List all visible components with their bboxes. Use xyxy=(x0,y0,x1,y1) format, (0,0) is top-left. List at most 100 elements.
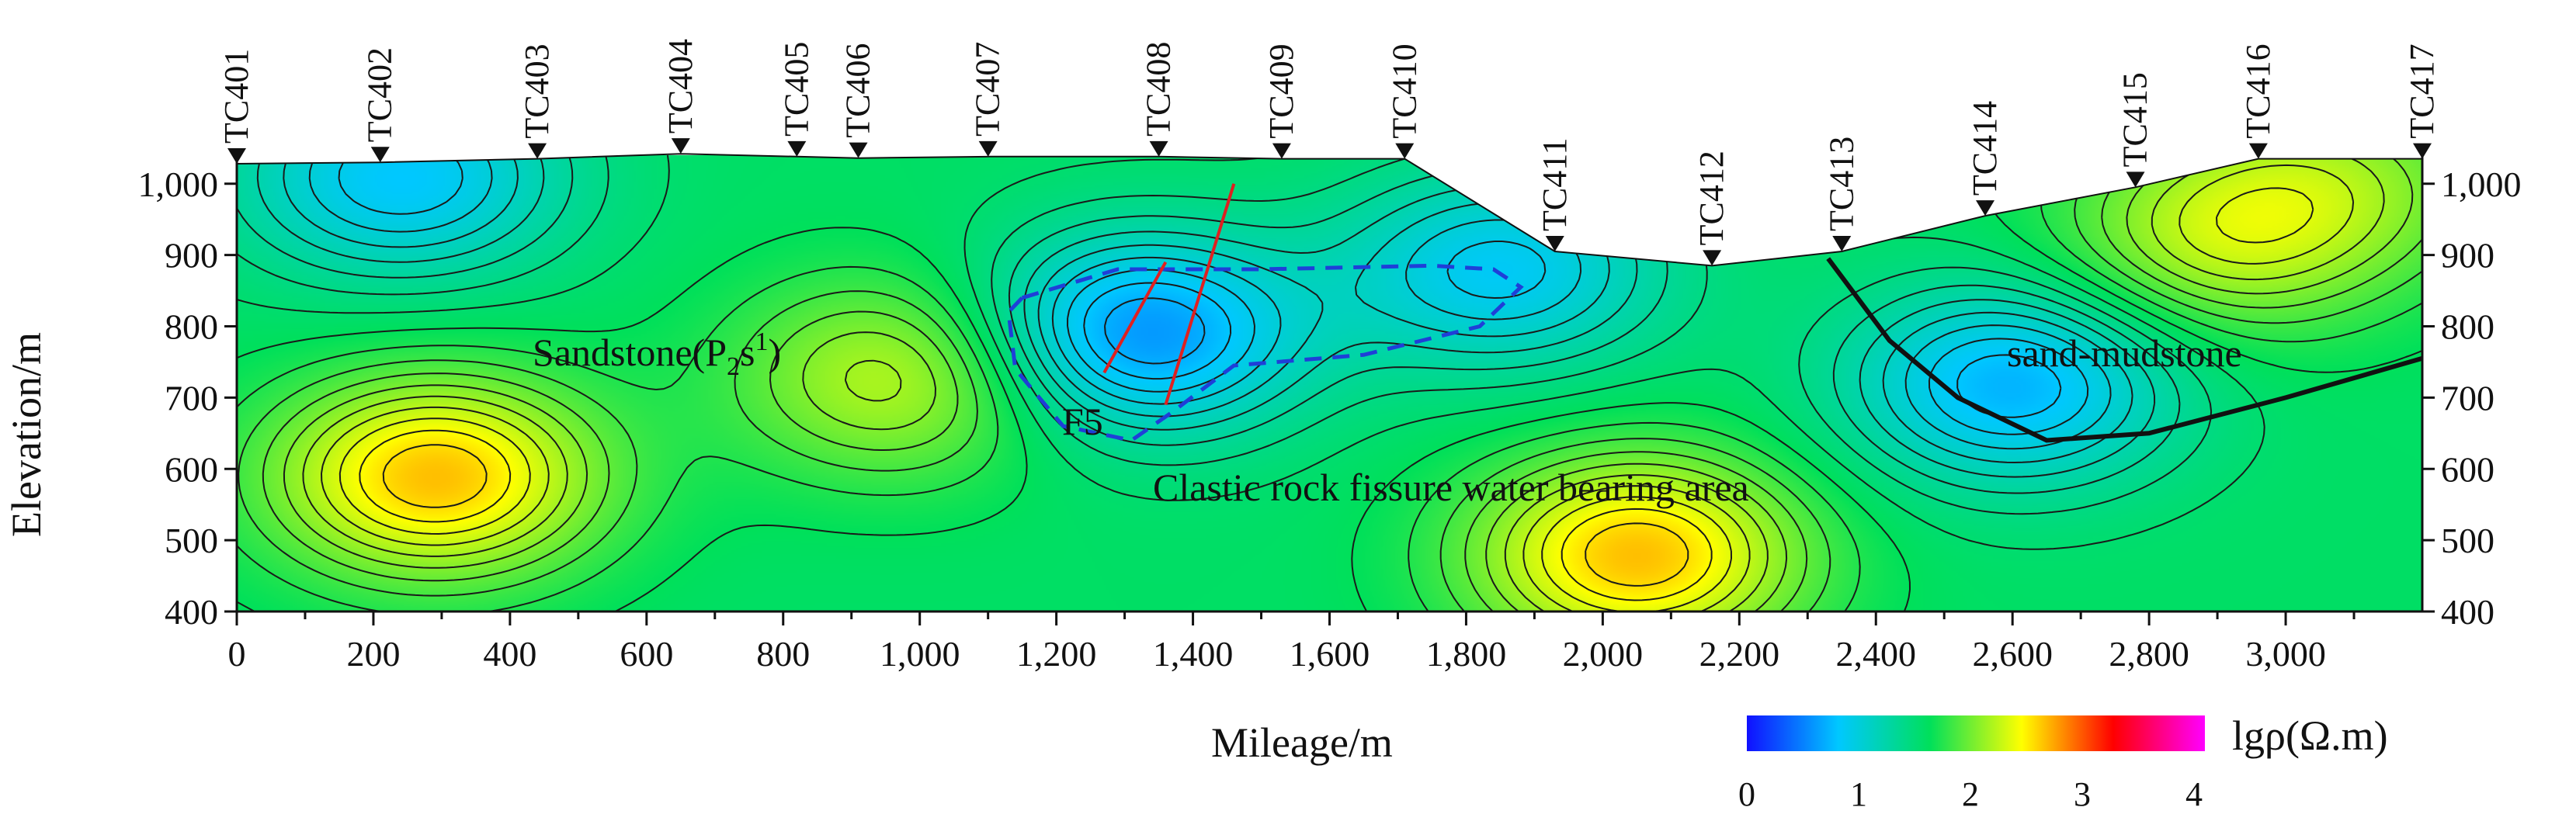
station-label: TC407 xyxy=(969,42,1007,137)
contour-line xyxy=(1083,282,2062,418)
y-tick-label-right: 800 xyxy=(2441,307,2494,347)
x-tick-label: 3,000 xyxy=(2245,634,2326,674)
y-tick-label-left: 800 xyxy=(165,307,218,347)
station-marker xyxy=(1703,250,1722,266)
station-label: TC406 xyxy=(839,43,877,137)
y-tick-label-right: 900 xyxy=(2441,236,2494,275)
x-tick-label: 400 xyxy=(483,634,536,674)
x-tick-label: 2,400 xyxy=(1836,634,1917,674)
sandstone-label-main: Sandstone(P xyxy=(533,331,727,374)
station-marker xyxy=(370,147,390,163)
x-tick-label: 1,000 xyxy=(880,634,960,674)
station-marker xyxy=(849,142,868,158)
station-marker xyxy=(528,143,547,159)
x-tick-label: 1,200 xyxy=(1016,634,1097,674)
station-label: TC402 xyxy=(361,47,399,142)
y-tick-label-left: 700 xyxy=(165,378,218,417)
x-tick-label: 800 xyxy=(756,634,810,674)
colorbar-tick-1: 1 xyxy=(1850,775,1867,813)
sandstone-label-s: s xyxy=(740,331,755,374)
colorbar-tick-4: 4 xyxy=(2185,775,2203,813)
resistivity-field xyxy=(237,154,2422,611)
x-tick-label: 1,600 xyxy=(1290,634,1370,674)
station-label: TC412 xyxy=(1692,151,1731,245)
y-tick-label-left: 600 xyxy=(165,449,218,489)
station-label: TC410 xyxy=(1385,43,1423,138)
colorbar-tick-2: 2 xyxy=(1962,775,1979,813)
colorbar-label: lgρ(Ω.m) xyxy=(2232,712,2388,759)
station-label: TC401 xyxy=(217,49,255,144)
sandstone-label: Sandstone(P2s1) xyxy=(533,327,781,381)
station-marker xyxy=(1272,143,1291,159)
fault-label: F5 xyxy=(1062,400,1103,443)
fault-line-secondary xyxy=(1164,183,1236,406)
fault-line-f5 xyxy=(1102,261,1168,374)
y-tick-label-left: 1,000 xyxy=(138,165,219,204)
x-tick-label: 0 xyxy=(228,634,246,674)
sand-mudstone-label: sand-mudstone xyxy=(2007,331,2242,375)
x-axis-title: Mileage/m xyxy=(1211,719,1393,766)
axes: 0 200 400 600 800 1,000 1,200 1,400 1,600 1,800 2,… xyxy=(138,155,2522,674)
x-tick-label: 1,400 xyxy=(1153,634,1234,674)
station-label: TC413 xyxy=(1822,137,1860,231)
colorbar-gradient xyxy=(1747,715,2205,751)
sandstone-label-close: ) xyxy=(768,331,781,374)
y-tick-label-right: 400 xyxy=(2441,592,2494,632)
x-tick-label: 200 xyxy=(346,634,400,674)
x-tick-label: 2,800 xyxy=(2109,634,2189,674)
y-tick-label-left: 400 xyxy=(165,592,218,632)
colorbar-tick-0: 0 xyxy=(1738,775,1755,813)
contour-line xyxy=(321,164,2355,611)
x-tick-label: 1,800 xyxy=(1426,634,1507,674)
resistivity-heatmap xyxy=(237,155,2422,611)
station-marker xyxy=(978,140,998,157)
sand-mudstone-boundary xyxy=(1826,257,2423,443)
colorbar-tick-3: 3 xyxy=(2074,775,2091,813)
station-label: TC404 xyxy=(661,39,700,133)
sandstone-label-sub: 2 xyxy=(727,352,740,381)
contour-line xyxy=(1104,297,1206,365)
station-marker xyxy=(227,148,246,165)
station-label: TC416 xyxy=(2239,43,2277,138)
y-tick-label-right: 700 xyxy=(2441,378,2494,417)
station-label: TC414 xyxy=(1966,101,2004,196)
x-tick-label: 2,200 xyxy=(1699,634,1780,674)
colorbar: lgρ(Ω.m) 0 1 2 3 4 xyxy=(1738,712,2388,813)
station-marker xyxy=(787,140,807,157)
station-marker xyxy=(1545,236,1564,252)
ground-surface-line xyxy=(236,153,2422,267)
x-tick-label: 2,600 xyxy=(1972,634,2053,674)
contour-line xyxy=(338,187,2314,611)
station-markers: TC401 TC402 TC403 TC404 TC405 TC406 TC407 TC408… xyxy=(217,39,2441,266)
y-axis-title: Elevation/m xyxy=(3,332,50,537)
y-tick-label-right: 600 xyxy=(2441,449,2494,489)
station-marker xyxy=(2413,143,2432,159)
contour-line xyxy=(237,154,2265,550)
station-marker xyxy=(671,138,690,154)
station-marker xyxy=(1395,143,1415,159)
station-label: TC417 xyxy=(2403,43,2441,138)
y-tick-label-left: 900 xyxy=(165,236,218,275)
station-marker xyxy=(1832,236,1852,252)
x-tick-label: 2,000 xyxy=(1563,634,1644,674)
station-marker xyxy=(2126,171,2145,188)
y-tick-label-right: 1,000 xyxy=(2441,165,2522,204)
station-label: TC409 xyxy=(1262,43,1300,138)
station-marker xyxy=(2248,143,2268,159)
contour-lines xyxy=(237,154,2422,611)
station-marker xyxy=(1976,200,1994,217)
y-tick-label-left: 500 xyxy=(165,521,218,560)
station-label: TC403 xyxy=(518,43,556,138)
station-label: TC405 xyxy=(777,42,815,137)
station-marker xyxy=(1149,140,1168,157)
station-label: TC411 xyxy=(1536,137,1574,231)
sandstone-label-sup: 1 xyxy=(755,327,768,356)
contour-line xyxy=(237,154,2213,515)
station-label: TC415 xyxy=(2116,72,2154,167)
contour-line xyxy=(382,444,1689,587)
x-tick-label: 600 xyxy=(620,634,673,674)
water-bearing-boundary xyxy=(1006,263,1524,443)
water-bearing-area-label: Clastic rock fissure water bearing area xyxy=(1153,466,1749,509)
y-tick-label-right: 500 xyxy=(2441,521,2494,560)
